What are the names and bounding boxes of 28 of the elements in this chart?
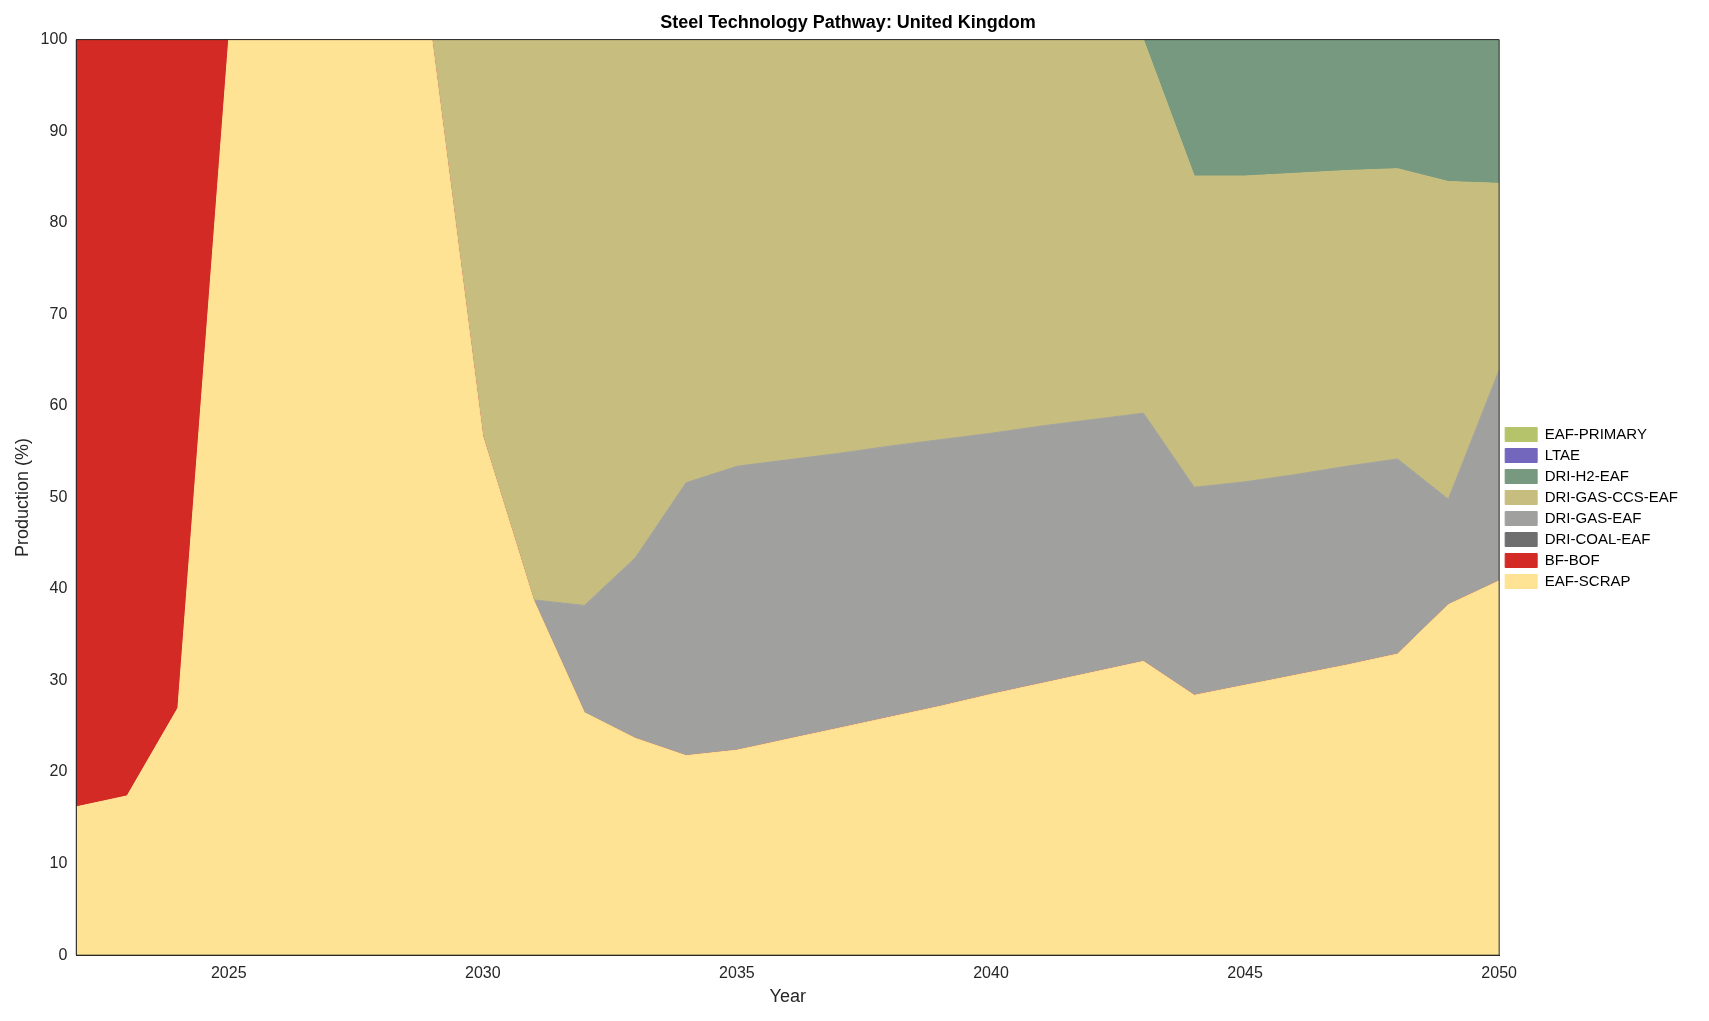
y-tick-label: 100 [40, 30, 68, 48]
y-tick-label: 20 [49, 762, 68, 780]
legend-label: LTAE [1544, 445, 1580, 463]
legend-label: DRI-GAS-EAF [1544, 508, 1642, 526]
legend-label: DRI-H2-EAF [1544, 466, 1629, 484]
legend-label: BF-BOF [1544, 550, 1600, 568]
y-tick-label: 50 [49, 487, 68, 505]
x-tick-label: 2025 [210, 964, 247, 982]
x-tick-label: 2050 [1481, 964, 1518, 982]
x-tick-label: 2040 [973, 964, 1009, 982]
y-tick-label: 90 [49, 121, 68, 139]
legend-label: DRI-COAL-EAF [1544, 529, 1651, 547]
legend-label: EAF-PRIMARY [1544, 424, 1647, 442]
y-tick-label: 70 [49, 304, 68, 322]
y-tick-label: 10 [49, 854, 68, 872]
chart-title: Steel Technology Pathway: United Kingdom [660, 11, 1036, 32]
y-tick-label: 0 [58, 945, 68, 963]
y-tick-label: 80 [49, 213, 68, 231]
y-tick-label: 30 [49, 670, 68, 688]
legend-label: EAF-SCRAP [1544, 571, 1631, 589]
y-tick-label: 40 [49, 579, 68, 597]
x-axis-title: Year [769, 986, 806, 1007]
y-tick-label: 60 [49, 396, 68, 414]
x-tick-label: 2045 [1227, 964, 1263, 982]
x-tick-label: 2035 [719, 964, 755, 982]
y-axis-title: Production (%) [11, 437, 32, 557]
legend-label: DRI-GAS-CCS-EAF [1544, 487, 1679, 505]
x-tick-label: 2030 [465, 964, 501, 982]
